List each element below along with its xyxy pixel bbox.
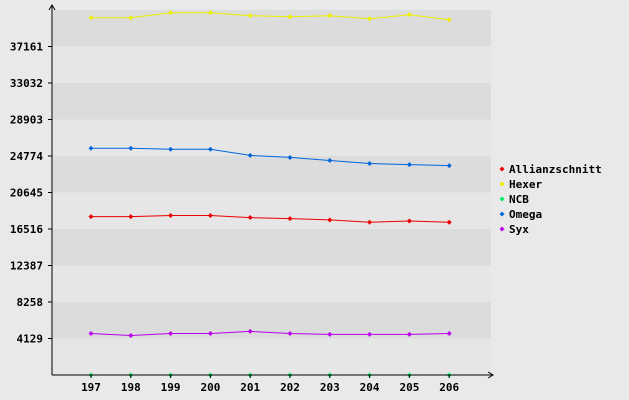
data-point bbox=[406, 162, 412, 168]
y-tick-label: 28903 bbox=[10, 114, 43, 127]
legend-marker bbox=[499, 196, 505, 202]
grid-band bbox=[53, 10, 491, 47]
data-point bbox=[247, 13, 253, 19]
x-tick-label: 203 bbox=[320, 381, 340, 394]
x-tick-label: 199 bbox=[161, 381, 181, 394]
y-tick-label: 12387 bbox=[10, 260, 43, 273]
grid-band bbox=[53, 46, 491, 83]
data-point bbox=[446, 163, 452, 169]
legend-label: Allianzschnitt bbox=[509, 163, 602, 176]
data-point bbox=[406, 12, 412, 18]
legend-item: Hexer bbox=[499, 178, 542, 191]
x-tick-label: 202 bbox=[280, 381, 300, 394]
x-tick-label: 201 bbox=[240, 381, 260, 394]
series-line bbox=[91, 12, 450, 21]
legend-marker bbox=[499, 226, 505, 232]
data-point bbox=[207, 10, 213, 16]
data-point bbox=[207, 146, 213, 152]
series-omega bbox=[88, 145, 452, 169]
legend-marker bbox=[499, 211, 505, 217]
data-point bbox=[207, 213, 213, 219]
legend-marker bbox=[499, 181, 505, 187]
data-point bbox=[446, 17, 452, 23]
data-point bbox=[168, 330, 174, 336]
legend-label: Omega bbox=[509, 208, 542, 221]
legend-label: Hexer bbox=[509, 178, 542, 191]
data-point bbox=[88, 15, 94, 21]
x-tick-label: 204 bbox=[360, 381, 380, 394]
data-point bbox=[287, 154, 293, 160]
series-line bbox=[91, 215, 450, 223]
grid-bands bbox=[53, 10, 491, 375]
legend-label: NCB bbox=[509, 193, 529, 206]
data-point bbox=[367, 161, 373, 167]
data-point bbox=[128, 214, 134, 220]
data-point bbox=[367, 16, 373, 22]
data-point bbox=[446, 330, 452, 336]
data-point bbox=[207, 330, 213, 336]
grid-band bbox=[53, 229, 491, 266]
legend-item: Omega bbox=[499, 208, 542, 221]
series-allianzschnitt bbox=[88, 213, 452, 225]
data-point bbox=[287, 330, 293, 336]
y-tick-labels: 4129 8258 12387 16516 20645 24774 28903 33032 37… bbox=[10, 41, 52, 346]
data-point bbox=[168, 146, 174, 152]
axes bbox=[48, 4, 494, 379]
data-point bbox=[168, 10, 174, 16]
data-point bbox=[168, 213, 174, 219]
y-tick-label: 37161 bbox=[10, 41, 43, 54]
x-tick-label: 205 bbox=[399, 381, 419, 394]
x-tick-label: 200 bbox=[200, 381, 220, 394]
data-point bbox=[406, 218, 412, 224]
x-tick-label: 206 bbox=[439, 381, 459, 394]
y-tick-label: 4129 bbox=[17, 333, 44, 346]
data-point bbox=[128, 15, 134, 21]
y-axis-arrow bbox=[48, 4, 56, 11]
data-point bbox=[406, 331, 412, 337]
data-point bbox=[287, 216, 293, 222]
data-point bbox=[367, 331, 373, 337]
grid-band bbox=[53, 192, 491, 229]
y-tick-label: 33032 bbox=[10, 77, 43, 90]
series-hexer bbox=[88, 10, 452, 23]
data-point bbox=[327, 13, 333, 19]
data-point bbox=[88, 145, 94, 151]
data-point bbox=[128, 145, 134, 151]
y-tick-label: 20645 bbox=[10, 187, 43, 200]
legend-marker bbox=[499, 166, 505, 172]
data-point bbox=[446, 219, 452, 225]
data-point bbox=[88, 330, 94, 336]
data-point bbox=[327, 217, 333, 223]
x-tick-labels: 197 198 199 200 201 202 203 204 205 206 bbox=[81, 375, 460, 394]
y-tick-label: 24774 bbox=[10, 150, 43, 163]
legend-item: NCB bbox=[499, 193, 529, 206]
data-point bbox=[128, 332, 134, 338]
data-point bbox=[327, 331, 333, 337]
grid-band bbox=[53, 156, 491, 193]
series-line bbox=[91, 147, 450, 167]
legend-item: Syx bbox=[499, 223, 529, 236]
y-tick-label: 16516 bbox=[10, 223, 43, 236]
data-point bbox=[88, 214, 94, 220]
grid-band bbox=[53, 83, 491, 120]
grid-band bbox=[53, 338, 491, 375]
x-axis-arrow bbox=[487, 371, 494, 379]
y-tick-label: 8258 bbox=[17, 296, 44, 309]
legend-item: Allianzschnitt bbox=[499, 163, 602, 176]
legend: Allianzschnitt Hexer NCB Omega Syx bbox=[499, 163, 602, 236]
legend-label: Syx bbox=[509, 223, 529, 236]
data-point bbox=[367, 219, 373, 225]
x-tick-label: 197 bbox=[81, 381, 101, 394]
data-point bbox=[247, 215, 253, 221]
x-tick-label: 198 bbox=[121, 381, 141, 394]
series-syx bbox=[88, 328, 452, 338]
data-point bbox=[287, 14, 293, 20]
grid-band bbox=[53, 265, 491, 302]
series-line bbox=[90, 330, 450, 337]
data-point bbox=[247, 328, 253, 334]
data-point bbox=[247, 152, 253, 158]
data-point bbox=[327, 158, 333, 164]
grid-band bbox=[53, 119, 491, 156]
